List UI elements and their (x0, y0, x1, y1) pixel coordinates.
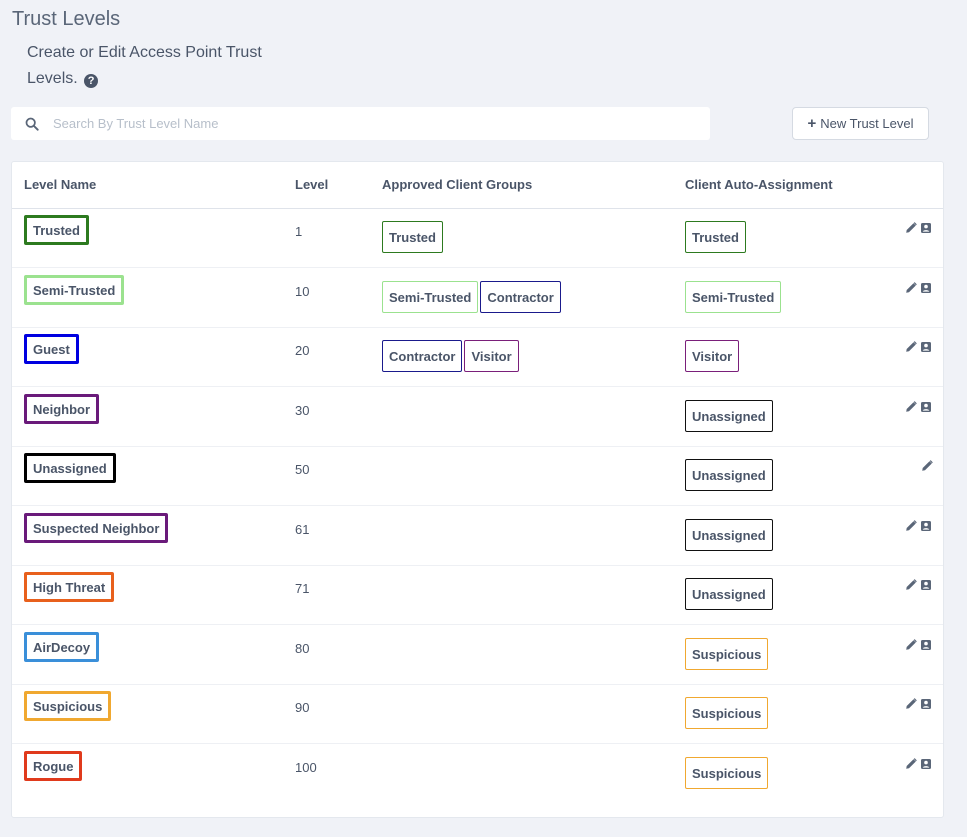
delete-icon[interactable] (920, 639, 932, 651)
pencil-icon[interactable] (905, 520, 917, 532)
level-value: 61 (295, 522, 310, 537)
column-client-auto-assignment: Client Auto-Assignment (685, 177, 833, 192)
approved-client-groups: Semi-Trusted Contractor (382, 268, 563, 313)
level-value: 1 (295, 224, 303, 239)
new-trust-level-label: New Trust Level (820, 116, 914, 131)
table-row: Suspicious 90 Suspicious (12, 684, 943, 744)
row-actions (905, 698, 932, 710)
subtitle-text: Create or Edit Access Point Trust Levels… (27, 44, 262, 87)
row-actions (905, 639, 932, 651)
table-row: High Threat 71 Unassigned (12, 565, 943, 625)
auto-assignment-badge: Semi-Trusted (685, 281, 782, 313)
table-row: Suspected Neighbor 61 Unassigned (12, 506, 943, 566)
search-icon (25, 117, 39, 131)
table-row: Guest 20 Contractor Visitor Visitor (12, 327, 943, 387)
delete-icon[interactable] (920, 758, 932, 770)
row-actions (905, 579, 932, 591)
level-name-badge: Suspicious (24, 691, 112, 721)
auto-assignment-badge: Unassigned (685, 578, 773, 610)
auto-assignment-badge: Unassigned (685, 400, 773, 432)
column-approved-client-groups: Approved Client Groups (382, 177, 533, 192)
level-name-badge: Trusted (24, 215, 89, 245)
row-actions (905, 520, 932, 532)
level-value: 50 (295, 462, 310, 477)
question-circle-icon[interactable]: ? (84, 74, 99, 88)
level-value: 80 (295, 641, 310, 656)
table-row: Trusted 1 Trusted Trusted (12, 208, 943, 268)
approved-client-groups: Contractor Visitor (382, 327, 521, 372)
page-title: Trust Levels (12, 8, 121, 30)
trust-levels-table: Level Name Level Approved Client Groups … (11, 161, 944, 818)
approved-client-groups: Trusted (382, 208, 445, 253)
new-trust-level-button[interactable]: + New Trust Level (792, 107, 929, 140)
table-row: Neighbor 30 Unassigned (12, 387, 943, 447)
auto-assignment-badge: Suspicious (685, 697, 769, 729)
page-subtitle: Create or Edit Access Point Trust Levels… (27, 40, 287, 92)
pencil-icon[interactable] (921, 460, 933, 472)
pencil-icon[interactable] (905, 698, 917, 710)
level-value: 30 (295, 403, 310, 418)
delete-icon[interactable] (920, 401, 932, 413)
level-value: 20 (295, 343, 310, 358)
level-name-badge: High Threat (24, 572, 115, 602)
level-value: 10 (295, 284, 310, 299)
client-group-badge: Contractor (382, 340, 463, 372)
row-actions (905, 282, 932, 294)
table-header: Level Name Level Approved Client Groups … (12, 162, 943, 209)
auto-assignment-badge: Unassigned (685, 459, 773, 491)
client-group-badge: Semi-Trusted (382, 281, 479, 313)
auto-assignment-badge: Suspicious (685, 638, 769, 670)
table-row: Semi-Trusted 10 Semi-Trusted Contractor Semi… (12, 268, 943, 328)
plus-icon: + (807, 115, 817, 132)
delete-icon[interactable] (920, 520, 932, 532)
pencil-icon[interactable] (905, 401, 917, 413)
client-group-badge: Visitor (464, 340, 519, 372)
level-name-badge: Suspected Neighbor (24, 513, 169, 543)
level-value: 100 (295, 760, 317, 775)
delete-icon[interactable] (920, 579, 932, 591)
table-row: AirDecoy 80 Suspicious (12, 625, 943, 685)
pencil-icon[interactable] (905, 758, 917, 770)
client-group-badge: Contractor (480, 281, 561, 313)
row-actions (921, 460, 933, 472)
level-name-badge: Neighbor (24, 394, 100, 424)
pencil-icon[interactable] (905, 341, 917, 353)
pencil-icon[interactable] (905, 639, 917, 651)
pencil-icon[interactable] (905, 222, 917, 234)
table-row: Rogue 100 Suspicious (12, 744, 943, 803)
row-actions (905, 401, 932, 413)
delete-icon[interactable] (920, 341, 932, 353)
pencil-icon[interactable] (905, 579, 917, 591)
column-level-name: Level Name (24, 177, 97, 192)
auto-assignment-badge: Trusted (685, 221, 746, 253)
row-actions (905, 341, 932, 353)
level-name-badge: Semi-Trusted (24, 275, 125, 305)
level-name-badge: AirDecoy (24, 632, 100, 662)
level-value: 71 (295, 581, 310, 596)
search-box (11, 107, 710, 140)
level-value: 90 (295, 700, 310, 715)
client-group-badge: Trusted (382, 221, 443, 253)
row-actions (905, 758, 932, 770)
auto-assignment-badge: Visitor (685, 340, 740, 372)
pencil-icon[interactable] (905, 282, 917, 294)
auto-assignment-badge: Suspicious (685, 757, 769, 789)
delete-icon[interactable] (920, 282, 932, 294)
row-actions (905, 222, 932, 234)
delete-icon[interactable] (920, 698, 932, 710)
column-level: Level (295, 177, 329, 192)
search-input[interactable] (51, 115, 710, 132)
auto-assignment-badge: Unassigned (685, 519, 773, 551)
table-row: Unassigned 50 Unassigned (12, 446, 943, 506)
level-name-badge: Rogue (24, 751, 83, 781)
level-name-badge: Unassigned (24, 453, 116, 483)
delete-icon[interactable] (920, 222, 932, 234)
level-name-badge: Guest (24, 334, 79, 364)
